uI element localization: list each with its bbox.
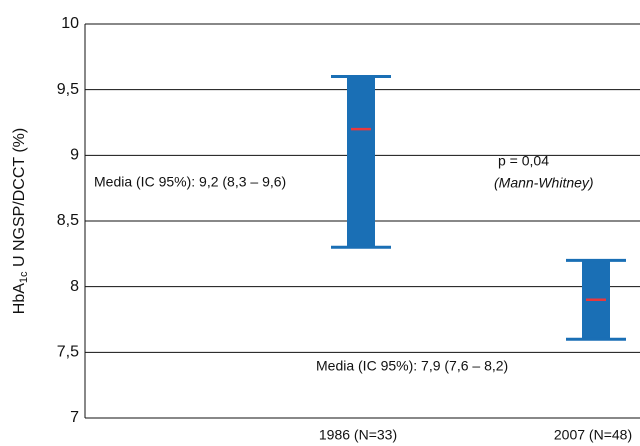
y-tick-label: 9 [70,147,79,164]
y-tick-label: 8,5 [57,212,79,229]
y-label-part: U NGSP/DCCT (%) [11,128,28,272]
annotation: (Mann-Whitney) [494,175,594,191]
y-tick-label: 7 [70,409,79,426]
y-tick-label: 10 [61,15,79,32]
y-tick-label: 7,5 [57,344,79,361]
y-axis-label: HbA1c U NGSP/DCCT (%) [11,128,30,314]
y-tick-label: 8 [70,278,79,295]
annotation: p = 0,04 [498,153,549,169]
y-tick-label: 9,5 [57,81,79,98]
x-tick-label: 2007 (N=48) [554,427,632,443]
annotation: Media (IC 95%): 9,2 (8,3 – 9,6) [94,174,286,190]
y-label-part: HbA [11,283,28,314]
x-tick-label: 1986 (N=33) [319,427,397,443]
range-bar [347,76,375,248]
y-label-sub: 1c [18,271,30,283]
annotation: Media (IC 95%): 7,9 (7,6 – 8,2) [316,358,508,374]
